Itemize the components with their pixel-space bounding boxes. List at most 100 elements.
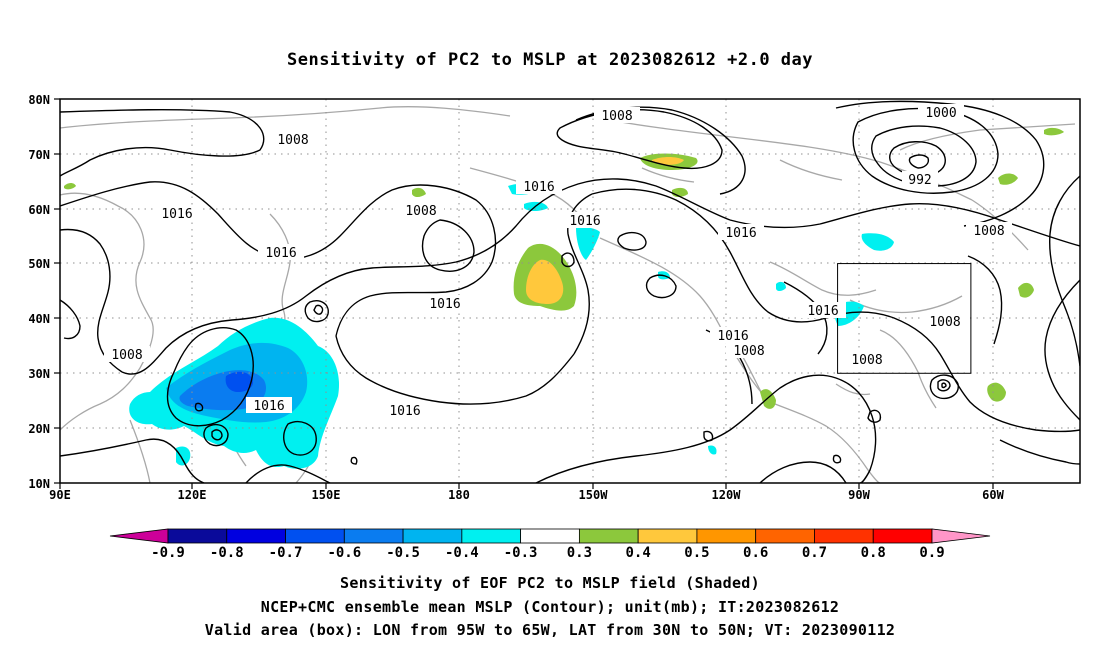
svg-text:1008: 1008 — [851, 353, 882, 368]
contour-labels-extra: 1016 — [382, 402, 428, 419]
lat-label: 70N — [28, 148, 50, 162]
lat-label: 30N — [28, 367, 50, 381]
shade-west-pacific-south — [176, 446, 191, 466]
contour-label: 992 — [902, 171, 938, 188]
colorbar-swatch — [226, 528, 286, 544]
contour-label: 1016 — [258, 244, 304, 261]
contour-label: 1016 — [246, 397, 292, 414]
caption-shading: Sensitivity of EOF PC2 to MSLP field (Sh… — [340, 574, 760, 592]
colorbar-label: -0.4 — [445, 545, 479, 561]
svg-text:1008: 1008 — [277, 133, 308, 148]
lon-label: 120E — [178, 488, 207, 502]
colorbar-swatch — [285, 528, 345, 544]
lat-label: 40N — [28, 312, 50, 326]
contour-label: 1008 — [966, 222, 1012, 239]
colorbar-swatch — [578, 528, 639, 544]
colorbar-label: 0.4 — [626, 545, 651, 561]
lat-label: 20N — [28, 422, 50, 436]
plot-title: Sensitivity of PC2 to MSLP at 2023082612… — [286, 50, 813, 70]
map-layers — [60, 99, 1080, 483]
lon-label: 150W — [579, 488, 609, 502]
shade-siberia-green — [64, 183, 76, 190]
lat-label: 80N — [28, 93, 50, 107]
colorbar-min-arrow — [109, 528, 169, 544]
svg-text:1016: 1016 — [569, 214, 600, 229]
contour-label: 1008 — [922, 313, 968, 330]
contour-label: 1016 — [562, 212, 608, 229]
contour-label: 1008 — [844, 351, 890, 368]
colorbar-label: 0.8 — [861, 545, 886, 561]
lon-label: 150E — [312, 488, 341, 502]
lon-label: 180 — [448, 488, 470, 502]
contour-label: 1008 — [104, 346, 150, 363]
lat-label: 60N — [28, 203, 50, 217]
svg-text:1016: 1016 — [389, 404, 420, 419]
axis-ticks — [54, 98, 994, 489]
contour-label: 1008 — [270, 131, 316, 148]
shade-hudson-cyan — [861, 233, 894, 251]
map-frame — [59, 98, 1081, 484]
svg-text:1008: 1008 — [111, 348, 142, 363]
contour-label: 1016 — [422, 295, 468, 312]
colorbar-label: -0.7 — [269, 545, 303, 561]
colorbar-label: -0.9 — [151, 545, 185, 561]
svg-text:1008: 1008 — [405, 204, 436, 219]
shade-alaska-yellow — [652, 157, 684, 165]
shade-okhotsk-green — [412, 187, 426, 197]
svg-text:1008: 1008 — [733, 344, 764, 359]
svg-text:1016: 1016 — [717, 329, 748, 344]
svg-text:992: 992 — [908, 173, 931, 188]
colorbar-label: 0.3 — [567, 545, 592, 561]
contour-label: 1008 — [594, 107, 640, 124]
colorbar-label: 0.7 — [802, 545, 827, 561]
colorbar-swatch — [402, 528, 463, 544]
svg-text:1016: 1016 — [265, 246, 296, 261]
latitude-labels: 80N 70N 60N 50N 40N 30N 20N 10N — [28, 93, 50, 491]
colorbar-label: -0.8 — [210, 545, 244, 561]
svg-text:1016: 1016 — [725, 226, 756, 241]
svg-text:1016: 1016 — [253, 399, 284, 414]
colorbar-swatch — [696, 528, 757, 544]
colorbar-swatch — [872, 528, 933, 544]
colorbar-swatch — [520, 528, 580, 544]
shade-gulf-alaska-cyan — [576, 227, 600, 260]
shade-central-pacific-yellow — [526, 259, 564, 304]
shade-baja-green — [760, 389, 776, 409]
svg-text:1000: 1000 — [925, 106, 956, 121]
shade-atlantic-green-2 — [1018, 282, 1034, 298]
colorbar-swatch — [343, 528, 404, 544]
caption-contour: NCEP+CMC ensemble mean MSLP (Contour); u… — [260, 598, 840, 616]
colorbar-swatch — [461, 528, 522, 544]
shade-west-pacific-core — [225, 371, 254, 392]
lat-lon-grid — [60, 99, 1080, 483]
lat-label: 50N — [28, 257, 50, 271]
svg-text:1016: 1016 — [523, 180, 554, 195]
shade-mexico-cyan — [708, 445, 717, 455]
colorbar-label: 0.5 — [684, 545, 709, 561]
longitude-labels: 90E 120E 150E 180 150W 120W 90W 60W — [49, 488, 1004, 502]
lon-label: 120W — [712, 488, 742, 502]
shade-arctic-green — [1044, 127, 1064, 136]
colorbar-label: -0.5 — [386, 545, 420, 561]
colorbar-swatch — [637, 528, 698, 544]
colorbar-label: -0.6 — [327, 545, 361, 561]
contour-label: 1016 — [382, 402, 428, 419]
colorbar-swatch — [167, 528, 228, 544]
lat-label: 10N — [28, 477, 50, 491]
colorbar: -0.9 -0.8 -0.7 -0.6 -0.5 -0.4 -0.3 0.3 0.4 0.5 0.6… — [109, 528, 991, 561]
lon-label: 90W — [848, 488, 870, 502]
colorbar-label: 0.9 — [919, 545, 944, 561]
lon-label: 90E — [49, 488, 71, 502]
svg-text:1016: 1016 — [161, 207, 192, 222]
colorbar-swatch — [755, 528, 815, 544]
contour-label: 1000 — [918, 104, 964, 121]
shade-rockies-cyan — [776, 281, 786, 291]
shade-greenland-green — [998, 173, 1018, 185]
caption-valid-area: Valid area (box): LON from 95W to 65W, L… — [204, 621, 896, 639]
colorbar-label: 0.6 — [743, 545, 768, 561]
svg-text:1008: 1008 — [601, 109, 632, 124]
contour-label: 1008 — [726, 342, 772, 359]
svg-text:1016: 1016 — [807, 304, 838, 319]
contour-label: 1016 — [154, 205, 200, 222]
